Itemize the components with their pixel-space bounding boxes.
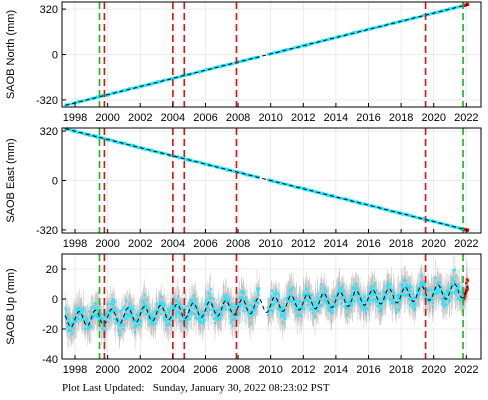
footer-timestamp: Sunday, January 30, 2022 08:23:02 PST bbox=[152, 382, 330, 394]
x-tick-label: 2020 bbox=[421, 364, 445, 376]
x-tick-label: 2014 bbox=[324, 112, 348, 124]
x-tick-label: 2016 bbox=[356, 112, 380, 124]
chart-panel-1: 1998 2000 2002 2004 2006 2008 2010 2012 2014 2016… bbox=[5, 1, 482, 124]
x-tick-label: 2012 bbox=[291, 238, 315, 250]
x-tick-label: 2022 bbox=[454, 364, 478, 376]
x-tick-label: 1998 bbox=[63, 364, 87, 376]
x-tick-label: 2022 bbox=[454, 238, 478, 250]
x-tick-label: 2012 bbox=[291, 364, 315, 376]
x-tick-label: 2002 bbox=[128, 364, 152, 376]
x-tick-label: 2018 bbox=[389, 238, 413, 250]
y-tick-label: -320 bbox=[36, 95, 58, 107]
model-line bbox=[65, 128, 469, 231]
y-tick-label: -20 bbox=[42, 324, 58, 336]
y-tick-label: -40 bbox=[42, 354, 58, 366]
x-tick-label: 2016 bbox=[356, 364, 380, 376]
x-tick-label: 2010 bbox=[258, 112, 282, 124]
y-tick-label: -320 bbox=[36, 225, 58, 237]
x-tick-label: 2004 bbox=[161, 238, 185, 250]
x-tick-label: 2014 bbox=[324, 238, 348, 250]
y-axis-label: SAOB East (mm) bbox=[5, 138, 17, 222]
x-tick-label: 1998 bbox=[63, 112, 87, 124]
x-tick-label: 2022 bbox=[454, 112, 478, 124]
x-tick-label: 2008 bbox=[226, 364, 250, 376]
x-tick-label: 2020 bbox=[421, 238, 445, 250]
model-line bbox=[64, 282, 469, 328]
plot-updated-footer: Plot Last Updated: Sunday, January 30, 2… bbox=[62, 382, 330, 394]
y-tick-label: 0 bbox=[52, 50, 58, 62]
x-tick-label: 2020 bbox=[421, 112, 445, 124]
y-tick-label: 320 bbox=[40, 4, 58, 16]
x-tick-label: 2002 bbox=[128, 238, 152, 250]
y-tick-label: 0 bbox=[52, 176, 58, 188]
y-tick-label: 320 bbox=[40, 126, 58, 138]
footer-label: Plot Last Updated: bbox=[62, 382, 145, 394]
x-tick-label: 2000 bbox=[95, 238, 119, 250]
x-tick-label: 2006 bbox=[193, 112, 217, 124]
y-tick-label: 20 bbox=[46, 264, 58, 276]
y-axis-label: SAOB North (mm) bbox=[5, 10, 17, 99]
x-tick-label: 2004 bbox=[161, 112, 185, 124]
x-tick-label: 2010 bbox=[258, 238, 282, 250]
chart-panel-2: 1998 2000 2002 2004 2006 2008 2010 2012 2014 2016… bbox=[5, 126, 482, 250]
x-tick-label: 2000 bbox=[95, 364, 119, 376]
x-tick-label: 2016 bbox=[356, 238, 380, 250]
x-tick-label: 2018 bbox=[389, 364, 413, 376]
chart-panel-3: 1998 2000 2002 2004 2006 2008 2010 2012 2014 2016… bbox=[5, 253, 482, 376]
x-tick-label: 2008 bbox=[226, 112, 250, 124]
x-tick-label: 2002 bbox=[128, 112, 152, 124]
x-tick-label: 2012 bbox=[291, 112, 315, 124]
x-tick-label: 2018 bbox=[389, 112, 413, 124]
x-tick-label: 2006 bbox=[193, 364, 217, 376]
plot-frame bbox=[61, 253, 482, 360]
x-tick-label: 2010 bbox=[258, 364, 282, 376]
model-line bbox=[65, 4, 469, 106]
x-tick-label: 1998 bbox=[63, 238, 87, 250]
y-axis-label: SAOB Up (mm) bbox=[5, 268, 17, 344]
x-tick-label: 2000 bbox=[95, 112, 119, 124]
y-tick-label: 0 bbox=[52, 294, 58, 306]
x-tick-label: 2008 bbox=[226, 238, 250, 250]
x-tick-label: 2014 bbox=[324, 364, 348, 376]
x-tick-label: 2006 bbox=[193, 238, 217, 250]
x-tick-label: 2004 bbox=[161, 364, 185, 376]
